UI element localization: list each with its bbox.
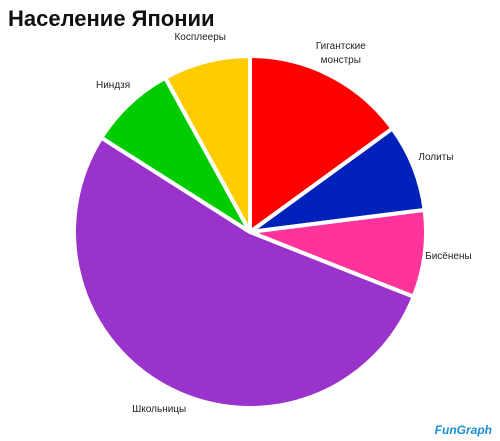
watermark: FunGraph <box>434 423 492 437</box>
pie-slice <box>72 134 417 410</box>
chart-title: Население Японии <box>8 6 215 31</box>
pie-slice <box>162 53 252 233</box>
slice-label: Бисёнены <box>425 251 472 263</box>
slice-label: Школьницы <box>132 404 187 416</box>
slice-label: Лолиты <box>418 152 454 164</box>
slice-label: Гигантские монстры <box>315 40 366 66</box>
slice-label: Косплееры <box>174 32 226 44</box>
slice-label: Ниндзя <box>95 80 131 92</box>
pie-slice <box>248 53 396 236</box>
